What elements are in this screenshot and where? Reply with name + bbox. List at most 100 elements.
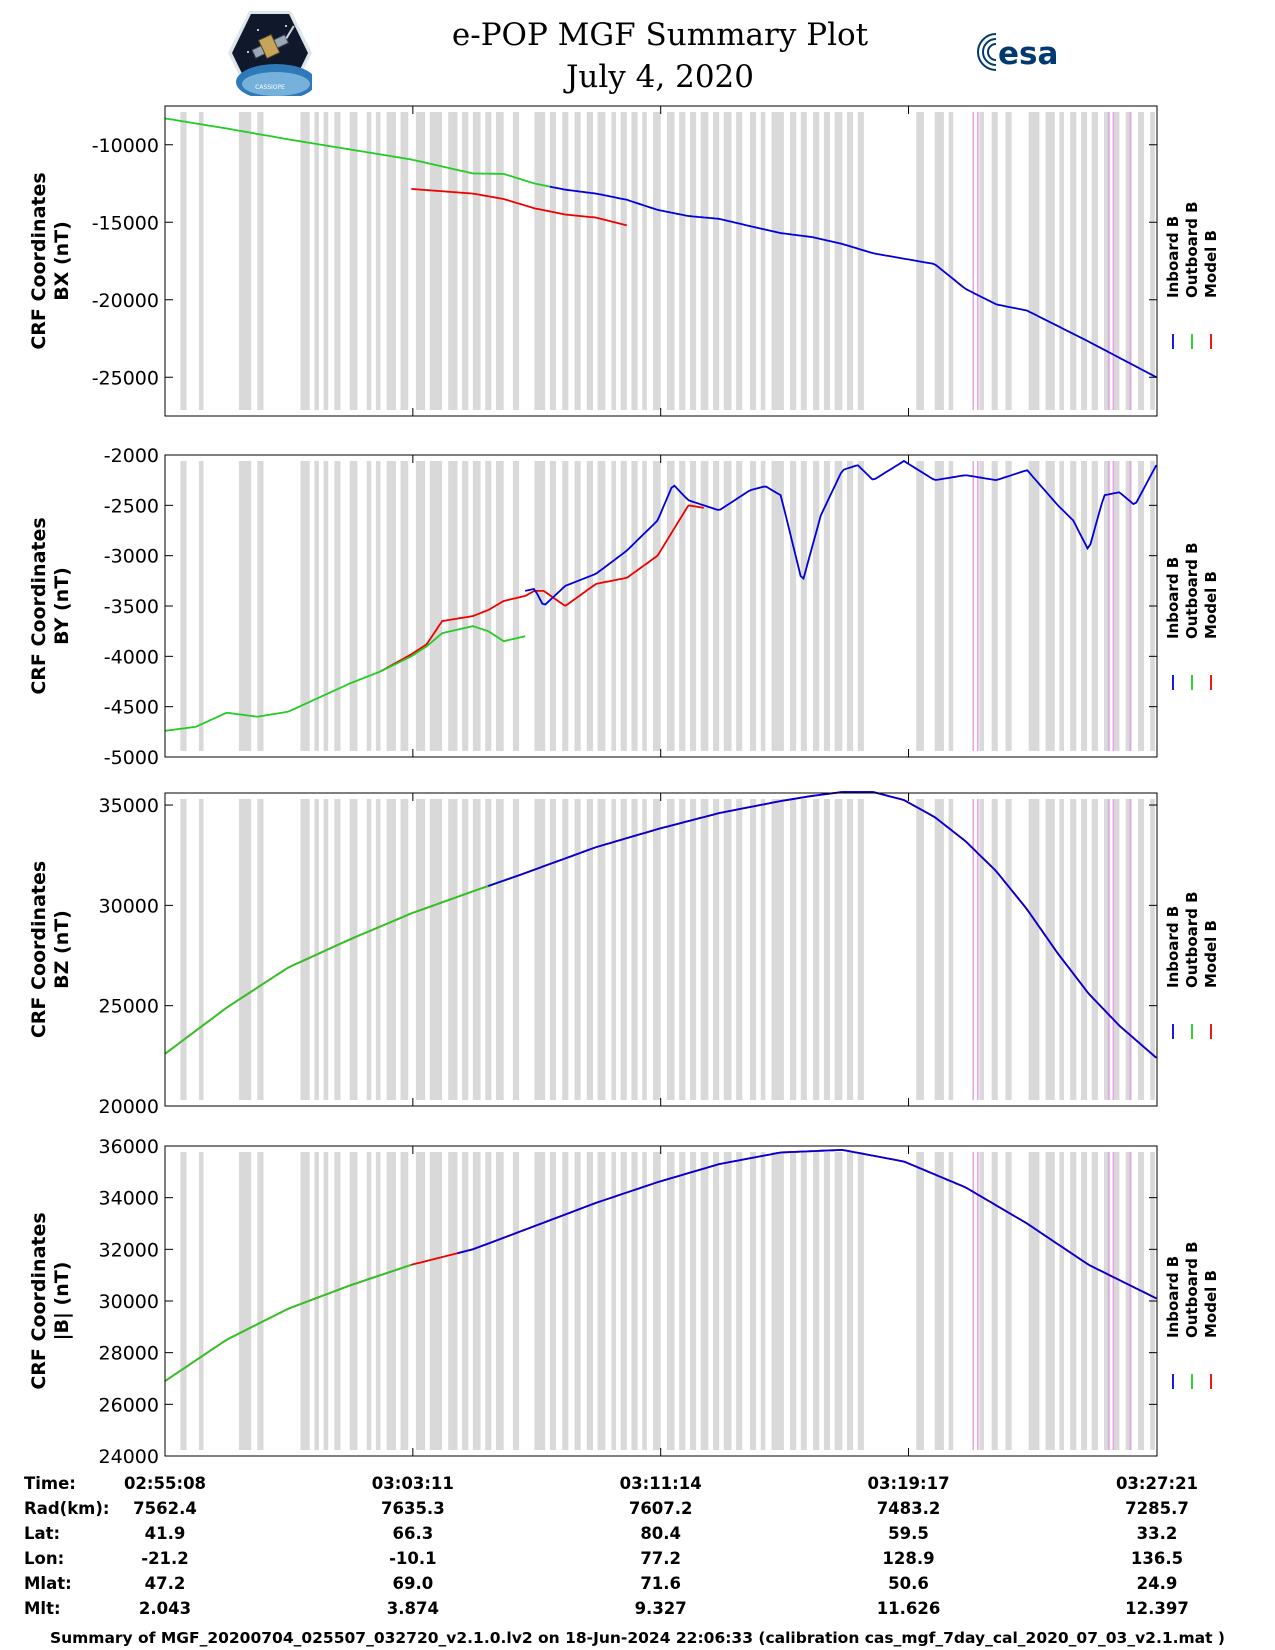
panel-2: -5000 -4500 -4000 -3500 -3000 -2500 -2000 CRF C… bbox=[28, 445, 1220, 769]
gap-shading bbox=[834, 799, 843, 1100]
table-cell: 9.327 bbox=[635, 1599, 687, 1618]
gap-shading bbox=[736, 112, 743, 410]
y-axis-label-line-1: CRF Coordinates bbox=[28, 861, 50, 1038]
table-cell: 77.2 bbox=[640, 1549, 681, 1568]
y-tick-label: 20000 bbox=[99, 1096, 159, 1118]
gap-shading bbox=[823, 461, 831, 751]
table-cell: 3.874 bbox=[387, 1599, 439, 1618]
gap-shading bbox=[631, 1152, 638, 1450]
gap-shading bbox=[300, 1152, 310, 1450]
gap-shading bbox=[1104, 1152, 1111, 1450]
y-tick-label: -4000 bbox=[104, 646, 159, 668]
gap-shading bbox=[1080, 799, 1088, 1100]
gap-shading bbox=[736, 1152, 743, 1450]
table-cell: 02:55:08 bbox=[124, 1474, 206, 1493]
esa-logo: esa bbox=[977, 33, 1058, 72]
series-outboard-b bbox=[164, 625, 526, 732]
gap-shading bbox=[666, 799, 675, 1100]
legend-label-outboard-b: Outboard B bbox=[1183, 201, 1201, 298]
gap-shading bbox=[257, 799, 264, 1100]
gap-shading bbox=[1070, 1152, 1077, 1450]
gap-shading bbox=[366, 112, 372, 410]
table-cell: 03:03:11 bbox=[372, 1474, 454, 1493]
gap-shading bbox=[1028, 461, 1040, 751]
gap-shading bbox=[400, 461, 409, 751]
gap-shading bbox=[549, 1152, 557, 1450]
gap-shading bbox=[813, 1152, 820, 1450]
gap-shading bbox=[823, 799, 831, 1100]
table-cell: 7285.7 bbox=[1125, 1499, 1189, 1518]
gap-shading bbox=[749, 461, 757, 751]
gap-shading bbox=[323, 112, 329, 410]
y-axis-label-line-2: BY (nT) bbox=[51, 567, 73, 645]
gap-shading bbox=[1080, 112, 1088, 410]
gap-shading bbox=[1045, 1152, 1055, 1450]
gap-shading bbox=[534, 1152, 546, 1450]
gap-shading bbox=[448, 112, 458, 410]
gap-shading bbox=[323, 461, 329, 751]
gap-shading bbox=[1059, 1152, 1065, 1450]
gap-shading bbox=[1104, 461, 1111, 751]
gap-shading bbox=[462, 112, 469, 410]
gap-shading bbox=[700, 461, 709, 751]
legend-label-inboard-b: Inboard B bbox=[1164, 906, 1182, 988]
gap-shading bbox=[679, 112, 686, 410]
gap-shading bbox=[485, 799, 492, 1100]
gap-shading bbox=[257, 1152, 264, 1450]
gap-shading bbox=[472, 799, 481, 1100]
gap-shading bbox=[846, 799, 854, 1100]
gap-shading bbox=[991, 799, 998, 1100]
gap-shading bbox=[771, 1152, 784, 1450]
gap-shading bbox=[790, 1152, 797, 1450]
gap-shading bbox=[800, 461, 807, 751]
gap-shading bbox=[334, 1152, 341, 1450]
gap-shading bbox=[611, 799, 617, 1100]
gap-shading bbox=[300, 799, 310, 1100]
gap-shading bbox=[948, 461, 954, 751]
gap-shading bbox=[485, 112, 492, 410]
gap-shading bbox=[1113, 1152, 1120, 1450]
gap-shading bbox=[400, 112, 409, 410]
legend-label-inboard-b: Inboard B bbox=[1164, 557, 1182, 639]
gap-shading bbox=[375, 1152, 381, 1450]
gap-shading bbox=[749, 799, 757, 1100]
gap-shading bbox=[549, 112, 557, 410]
table-cell: 66.3 bbox=[392, 1524, 433, 1543]
legend-label-model-b: Model B bbox=[1202, 230, 1220, 298]
gap-shading bbox=[574, 799, 581, 1100]
gap-shading bbox=[689, 1152, 697, 1450]
gap-shading bbox=[1045, 461, 1055, 751]
gap-shading bbox=[495, 799, 504, 1100]
gap-shading bbox=[979, 461, 984, 751]
gap-shading bbox=[574, 112, 581, 410]
gap-shading bbox=[597, 461, 606, 751]
gap-shading bbox=[1070, 461, 1077, 751]
gap-shading bbox=[642, 1152, 647, 1450]
gap-shading bbox=[1059, 112, 1065, 410]
gap-shading bbox=[314, 112, 319, 410]
gap-shading bbox=[386, 461, 396, 751]
gap-shading bbox=[948, 1152, 954, 1450]
gap-shading bbox=[323, 1152, 329, 1450]
gap-shading bbox=[723, 1152, 732, 1450]
y-tick-label: -5000 bbox=[104, 747, 159, 769]
gap-shading bbox=[800, 799, 807, 1100]
gap-shading bbox=[495, 112, 504, 410]
gap-shading bbox=[1137, 461, 1145, 751]
gap-shading bbox=[642, 112, 647, 410]
gap-shading bbox=[1137, 799, 1145, 1100]
gap-shading bbox=[948, 112, 954, 410]
gap-shading bbox=[991, 1152, 998, 1450]
y-axis-label: CRF Coordinates|B| (nT) bbox=[28, 1212, 73, 1389]
gap-shading bbox=[760, 1152, 766, 1450]
table-cell: 12.397 bbox=[1125, 1599, 1189, 1618]
gap-shading bbox=[1150, 799, 1155, 1100]
gap-shading bbox=[760, 799, 766, 1100]
gap-shading bbox=[1091, 1152, 1098, 1450]
gap-shading bbox=[562, 112, 569, 410]
table-cell: 50.6 bbox=[888, 1574, 929, 1593]
gap-shading bbox=[631, 799, 638, 1100]
gap-shading bbox=[620, 799, 627, 1100]
gap-shading bbox=[948, 799, 954, 1100]
gap-shading bbox=[991, 112, 998, 410]
